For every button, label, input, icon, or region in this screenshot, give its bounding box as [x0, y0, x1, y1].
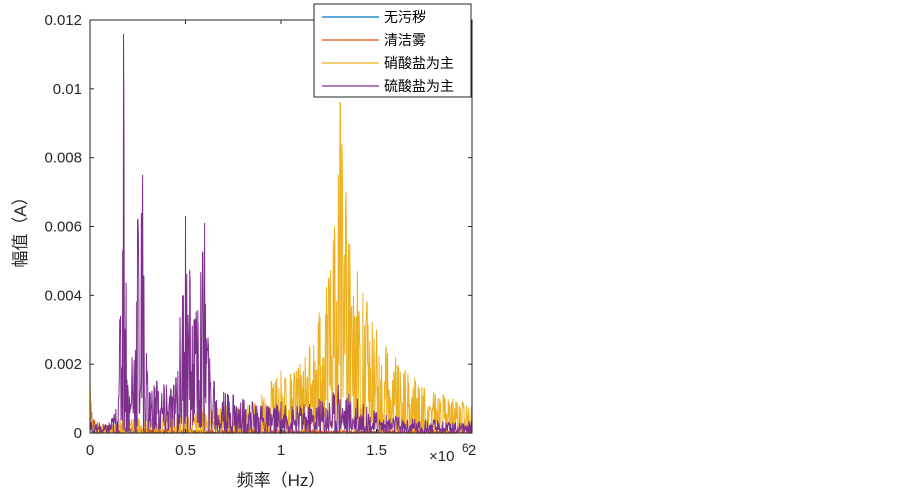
legend-label: 硝酸盐为主 [384, 55, 454, 71]
y-tick-label: 0.002 [44, 356, 82, 373]
series-line-3 [89, 33, 473, 435]
y-tick-label: 0.006 [44, 219, 82, 236]
y-axis-ticks: 0 0.002 0.004 0.006 0.008 0.01 0.012 [44, 12, 472, 442]
x-tick-label: 0.5 [175, 442, 196, 459]
x-multiplier-exponent: 6 [462, 441, 469, 455]
y-tick-label: 0.008 [44, 150, 82, 167]
x-tick-label: 1 [277, 442, 285, 459]
y-tick-label: 0.004 [44, 287, 82, 304]
x-tick-label: 0 [86, 442, 94, 459]
x-axis-multiplier: ×10 6 [429, 441, 469, 465]
x-axis-label: 频率（Hz） [237, 471, 326, 490]
x-tick-label: 1.5 [366, 442, 387, 459]
y-axis-label: 幅值（A） [11, 188, 30, 267]
y-tick-label: 0.01 [53, 81, 82, 98]
y-tick-label: 0.012 [44, 12, 82, 29]
x-multiplier-base: ×10 [429, 448, 454, 465]
x-tick-label: 2 [468, 442, 476, 459]
legend-label: 硫酸盐为主 [384, 78, 454, 94]
legend-box [313, 3, 472, 98]
legend-label: 无污秽 [384, 9, 426, 25]
y-tick-label: 0 [74, 425, 82, 442]
x-axis-ticks: 0 0.5 1 1.5 2 [86, 20, 476, 459]
legend-label: 清洁雾 [384, 32, 426, 48]
